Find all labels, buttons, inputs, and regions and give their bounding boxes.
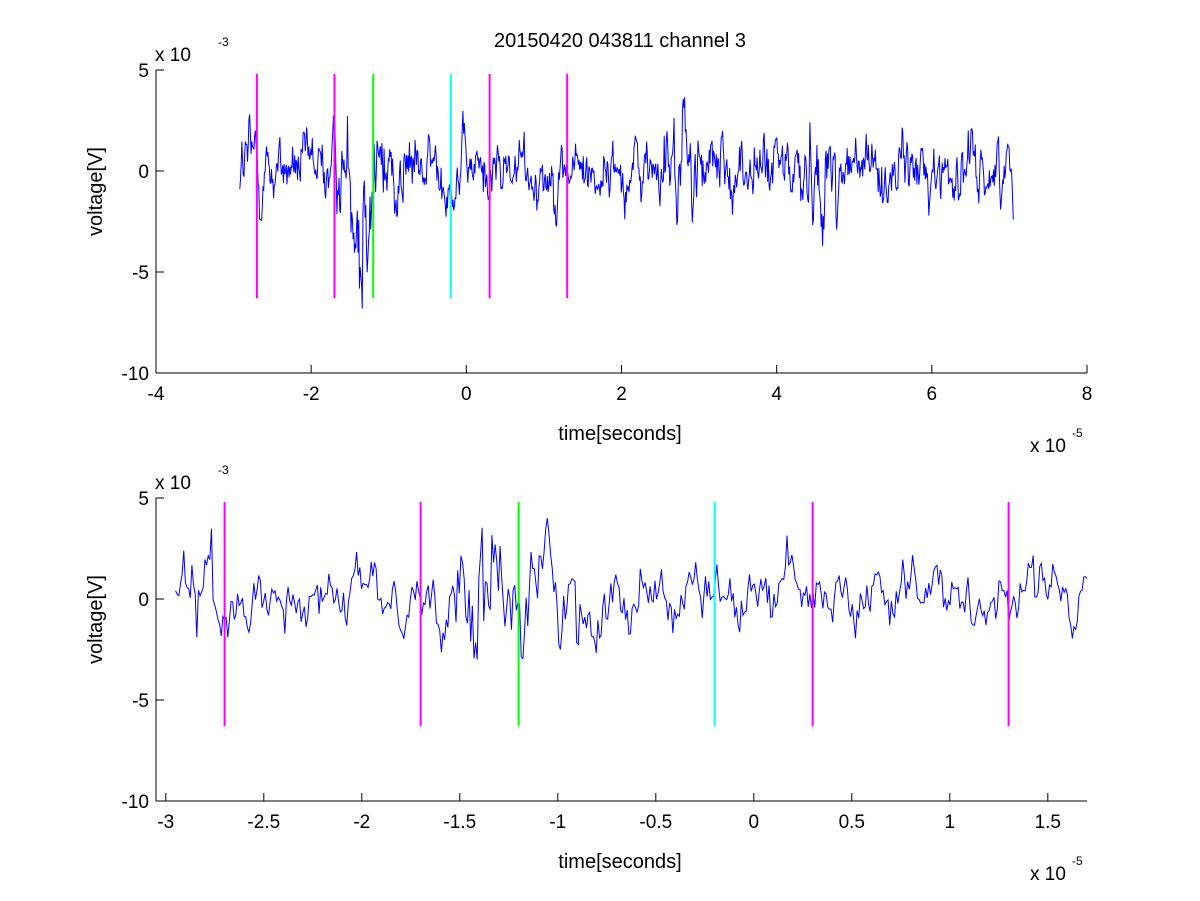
plot-top: -4 -2 0 2 4 6 8 5 0 -5 -10 time[seconds] voltage[V] x… xyxy=(85,35,1092,457)
y-tick-label: -5 xyxy=(132,691,149,712)
x-tick-label: 2 xyxy=(616,384,627,405)
y-tick-label: -10 xyxy=(122,792,149,813)
x-axis-label: time[seconds] xyxy=(558,423,681,445)
x-tick-label: -1 xyxy=(549,812,566,833)
x-tick-label: -2 xyxy=(353,812,370,833)
x-tick-label: 0 xyxy=(749,812,760,833)
x-scale-exponent: -5 xyxy=(1072,426,1083,440)
x-scale-factor: x 10 xyxy=(1030,864,1066,885)
x-tick-label: -2.5 xyxy=(247,812,280,833)
y-tick-label: 5 xyxy=(138,489,149,510)
x-axis-label: time[seconds] xyxy=(558,851,681,873)
y-scale-factor: x 10 xyxy=(155,45,191,66)
y-tick-label: -10 xyxy=(122,364,149,385)
x-tick-label: 4 xyxy=(771,384,782,405)
x-tick-label: -1.5 xyxy=(443,812,476,833)
y-tick-label: -5 xyxy=(132,263,149,284)
x-scale-factor: x 10 xyxy=(1030,436,1066,457)
x-tick-label: 8 xyxy=(1082,384,1093,405)
y-axis-label: voltage[V] xyxy=(85,147,107,236)
plot-bottom: -3 -2.5 -2 -1.5 -1 -0.5 0 0.5 1 1.5 5 0 -5 -10 time[se… xyxy=(85,463,1088,885)
x-tick-label: 1.5 xyxy=(1035,812,1061,833)
y-scale-factor: x 10 xyxy=(155,473,191,494)
x-tick-label: 0.5 xyxy=(839,812,865,833)
x-tick-label: -4 xyxy=(148,384,165,405)
y-tick-label: 0 xyxy=(138,162,149,183)
x-tick-label: 6 xyxy=(927,384,938,405)
signal-trace xyxy=(175,518,1088,660)
figure-title: 20150420 043811 channel 3 xyxy=(494,30,746,52)
y-tick-label: 0 xyxy=(138,590,149,611)
signal-trace xyxy=(239,97,1014,309)
x-tick-label: 0 xyxy=(461,384,472,405)
x-tick-label: -2 xyxy=(303,384,320,405)
x-tick-label: 1 xyxy=(945,812,956,833)
x-scale-exponent: -5 xyxy=(1072,854,1083,868)
x-tick-label: -3 xyxy=(157,812,174,833)
y-tick-label: 5 xyxy=(138,61,149,82)
y-scale-exponent: -3 xyxy=(218,35,229,49)
y-scale-exponent: -3 xyxy=(218,463,229,477)
x-tick-label: -0.5 xyxy=(639,812,672,833)
y-axis-label: voltage[V] xyxy=(85,575,107,664)
